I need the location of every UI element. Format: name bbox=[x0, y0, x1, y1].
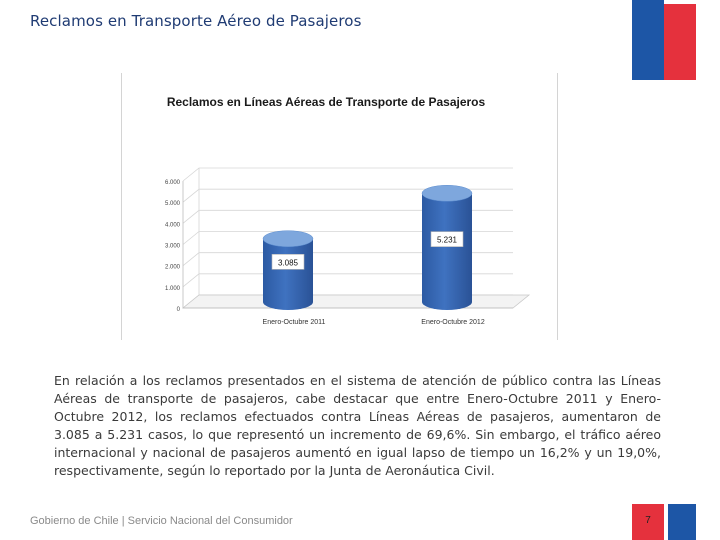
y-tick-label: 3.000 bbox=[165, 244, 181, 250]
bar-cylinder bbox=[263, 238, 313, 310]
data-label: 3.085 bbox=[278, 258, 299, 267]
y-tick-label: 1.000 bbox=[165, 286, 181, 292]
page-number: 7 bbox=[645, 515, 651, 526]
bar-chart: Reclamos en Líneas Aéreas de Transporte … bbox=[165, 95, 531, 326]
x-tick-label: Enero-Octubre 2012 bbox=[421, 319, 485, 326]
data-label: 5.231 bbox=[437, 236, 458, 245]
flag-blue-band bbox=[668, 504, 696, 540]
flag-red-band bbox=[632, 504, 664, 540]
footer-brand: Gobierno de Chile | Servicio Nacional de… bbox=[30, 515, 293, 527]
y-tick-label: 6.000 bbox=[165, 180, 181, 186]
gridline bbox=[182, 167, 513, 182]
y-tick-label: 2.000 bbox=[165, 265, 181, 271]
chile-flag-stripe-bottom bbox=[632, 504, 696, 540]
bar-top bbox=[421, 185, 473, 202]
chart-floor bbox=[181, 294, 531, 309]
y-tick-label: 0 bbox=[177, 307, 181, 313]
data-label-box bbox=[430, 231, 464, 247]
slide-title: Reclamos en Transporte Aéreo de Pasajero… bbox=[30, 12, 362, 30]
y-tick-label: 4.000 bbox=[165, 222, 181, 228]
y-tick-label: 5.000 bbox=[165, 201, 181, 207]
bar-cylinder bbox=[422, 193, 472, 310]
body-paragraph: En relación a los reclamos presentados e… bbox=[54, 373, 661, 478]
bar-top bbox=[262, 230, 314, 247]
flag-red-band bbox=[664, 0, 696, 80]
flag-blue-band bbox=[632, 0, 664, 80]
chile-flag-stripe-top bbox=[632, 0, 696, 80]
flag-white-strip bbox=[664, 0, 696, 4]
chart-title: Reclamos en Líneas Aéreas de Transporte … bbox=[167, 95, 486, 109]
data-label-box bbox=[271, 254, 305, 270]
chart-container: Reclamos en Líneas Aéreas de Transporte … bbox=[121, 73, 558, 340]
x-tick-label: Enero-Octubre 2011 bbox=[263, 319, 326, 326]
